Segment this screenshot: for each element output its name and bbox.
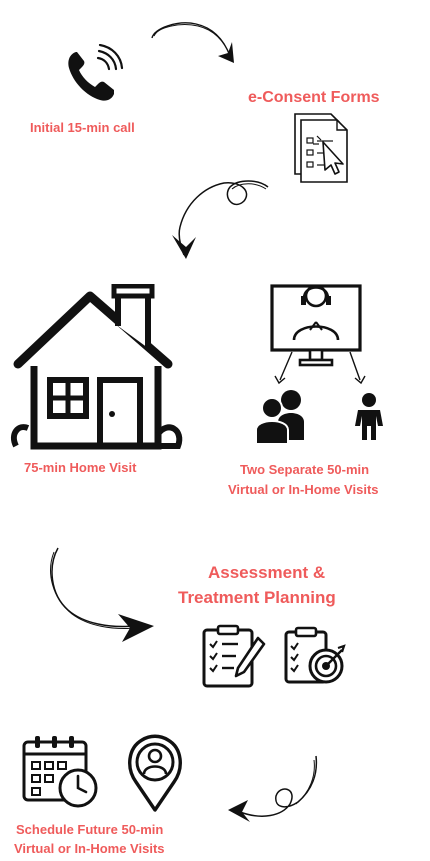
step-separate-visits-line2: Virtual or In-Home Visits: [228, 482, 379, 497]
child-icon: [352, 392, 386, 442]
curved-arrow-icon: [44, 546, 159, 651]
split-arrows-icon: [270, 350, 370, 390]
step-assessment-line1: Assessment &: [208, 563, 326, 582]
video-call-icon: [270, 272, 362, 370]
step-schedule-line1: Schedule Future 50-min: [16, 822, 164, 837]
step-separate-visits-line1: Two Separate 50-min: [240, 462, 370, 477]
target-plan-icon: [284, 626, 346, 688]
step-assessment-line2: Treatment Planning: [178, 588, 336, 607]
checklist-icon: [202, 624, 266, 688]
phone-icon: [62, 44, 124, 104]
curved-arrow-icon: [226, 750, 322, 830]
location-pin-icon: [124, 732, 186, 814]
forms-icon: [293, 112, 353, 184]
step-initial-call-label: Initial 15-min call: [30, 120, 135, 135]
step-econsent-label: e-Consent Forms: [248, 89, 380, 106]
step-schedule-line2: Virtual or In-Home Visits: [14, 841, 165, 856]
curved-arrow-icon: [168, 175, 278, 265]
house-icon: [8, 284, 186, 454]
curved-arrow-icon: [148, 18, 243, 73]
adults-icon: [256, 388, 308, 446]
step-home-visit-label: 75-min Home Visit: [24, 460, 137, 475]
calendar-clock-icon: [22, 734, 102, 810]
